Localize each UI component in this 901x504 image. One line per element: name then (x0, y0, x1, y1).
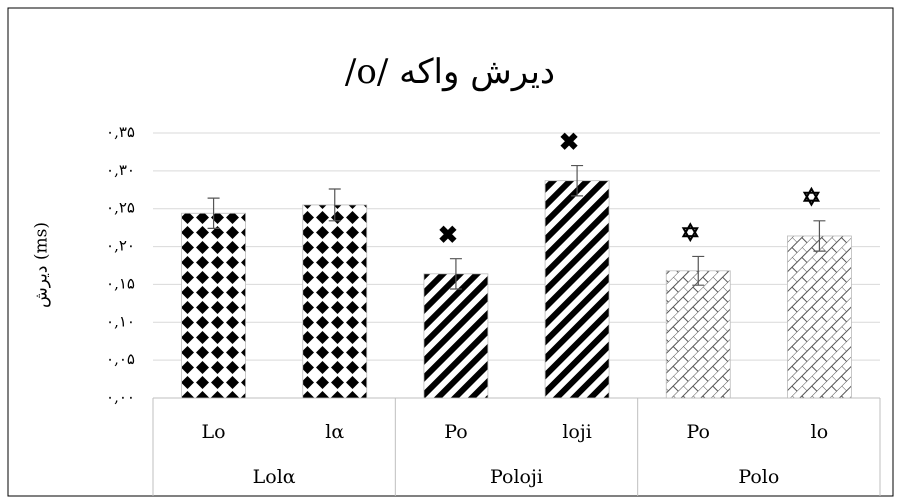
group-label: Polo (738, 466, 779, 488)
x-tick-label: Lo (202, 421, 226, 443)
bar (544, 180, 610, 399)
annotation: ✖ (559, 127, 579, 156)
annotation: ✡ (680, 218, 700, 247)
bar (423, 273, 489, 399)
x-tick-label: lo (811, 421, 829, 443)
x-tick-label: Po (444, 421, 467, 443)
y-tick-label: ۰,۳۰ (106, 161, 135, 179)
chart-frame (7, 7, 894, 497)
bar (665, 270, 731, 399)
y-tick-label: ۰,۳۵ (106, 123, 135, 141)
y-tick-label: ۰,۱۵ (106, 274, 135, 292)
y-tick-label: ۰,۰۵ (106, 350, 135, 368)
x-tick-label: loji (562, 421, 591, 443)
bar (181, 212, 246, 399)
annotation: ✖ (438, 220, 458, 249)
y-tick-label: ۰,۲۵ (106, 199, 135, 217)
error-bar (571, 164, 584, 197)
error-bar (207, 197, 220, 229)
error-bar (449, 258, 462, 290)
y-tick-label: ۰,۰۰ (106, 388, 135, 406)
error-bar (692, 255, 705, 286)
error-bar (328, 188, 341, 222)
y-axis-label: دیرش (ms) (32, 222, 52, 308)
bar (787, 235, 852, 399)
error-bar (813, 220, 826, 252)
annotation: ✡ (801, 182, 821, 211)
x-tick-label: lα (325, 421, 344, 443)
y-tick-label: ۰,۱۰ (106, 312, 135, 330)
group-label: Lolα (253, 466, 296, 488)
x-tick-label: Po (687, 421, 710, 443)
y-tick-label: ۰,۲۰ (106, 237, 135, 255)
chart-title: دیرش واکه /o/ (345, 52, 555, 92)
bar (302, 204, 368, 399)
group-label: Poloji (490, 466, 543, 488)
